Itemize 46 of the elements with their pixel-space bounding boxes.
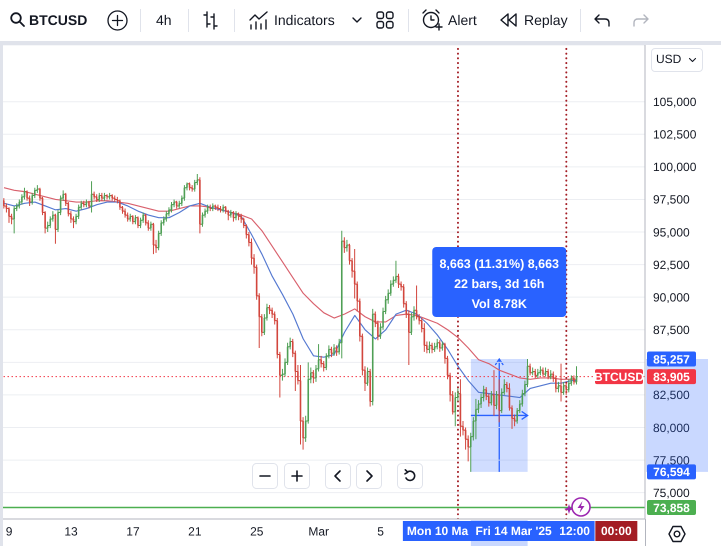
text: 4h	[156, 11, 172, 29]
y-tick-label: 92,500	[653, 258, 690, 272]
y-tick-label: 102,500	[653, 128, 697, 142]
candlestick	[144, 213, 147, 226]
chart-title: BTCUSD	[29, 11, 88, 29]
text: Indicators	[274, 11, 335, 29]
x-tick-label: 25	[250, 524, 264, 539]
candlestick	[227, 209, 230, 221]
candlestick	[454, 392, 456, 427]
y-tick-label: 82,500	[653, 388, 690, 402]
x-tick-label: 21	[188, 524, 202, 539]
ref-line-label: 00:00	[600, 524, 632, 538]
candlestick	[568, 378, 570, 393]
y-tick-label: 105,000	[653, 94, 697, 109]
y-tick-label: 75,000	[653, 486, 690, 500]
text: 73,858	[653, 500, 690, 515]
x-tick-label: 9	[6, 524, 13, 539]
candlestick	[340, 230, 343, 359]
text: 12:00	[559, 524, 590, 538]
x-tick-label: 5	[377, 524, 384, 539]
text: Replay	[524, 11, 568, 29]
y-tick-label: 77,500	[653, 453, 690, 468]
candlestick	[98, 192, 100, 203]
candlestick	[438, 340, 441, 352]
annotation: Vol 8.78K	[472, 296, 527, 311]
x-tick-label: 13	[64, 524, 78, 539]
ref-line-label: BTCUSD	[594, 370, 644, 384]
annotation: 22 bars, 3d 16h	[454, 276, 544, 291]
text: Fri 14 Mar '25	[476, 524, 552, 538]
y-axis-title: USD	[656, 52, 682, 67]
y-tick-label: 90,000	[653, 290, 690, 304]
text: Mon 10 Ma	[406, 524, 469, 538]
text: 85,257	[653, 352, 690, 366]
annotation: 8,663 (11.31%) 8,663	[439, 256, 560, 271]
y-tick-label: 100,000	[653, 160, 697, 174]
text: 76,594	[653, 465, 690, 480]
text: 83,905	[653, 370, 690, 384]
y-tick-label: 87,500	[653, 323, 690, 338]
y-tick-label: 97,500	[653, 192, 690, 207]
candlestick	[372, 308, 374, 406]
y-tick-label: 80,000	[653, 420, 690, 435]
candlestick	[534, 368, 536, 378]
y-tick-label: 95,000	[653, 225, 690, 240]
text: Alert	[448, 11, 477, 29]
x-tick-label: Mar	[308, 524, 330, 539]
x-tick-label: 17	[126, 524, 140, 539]
